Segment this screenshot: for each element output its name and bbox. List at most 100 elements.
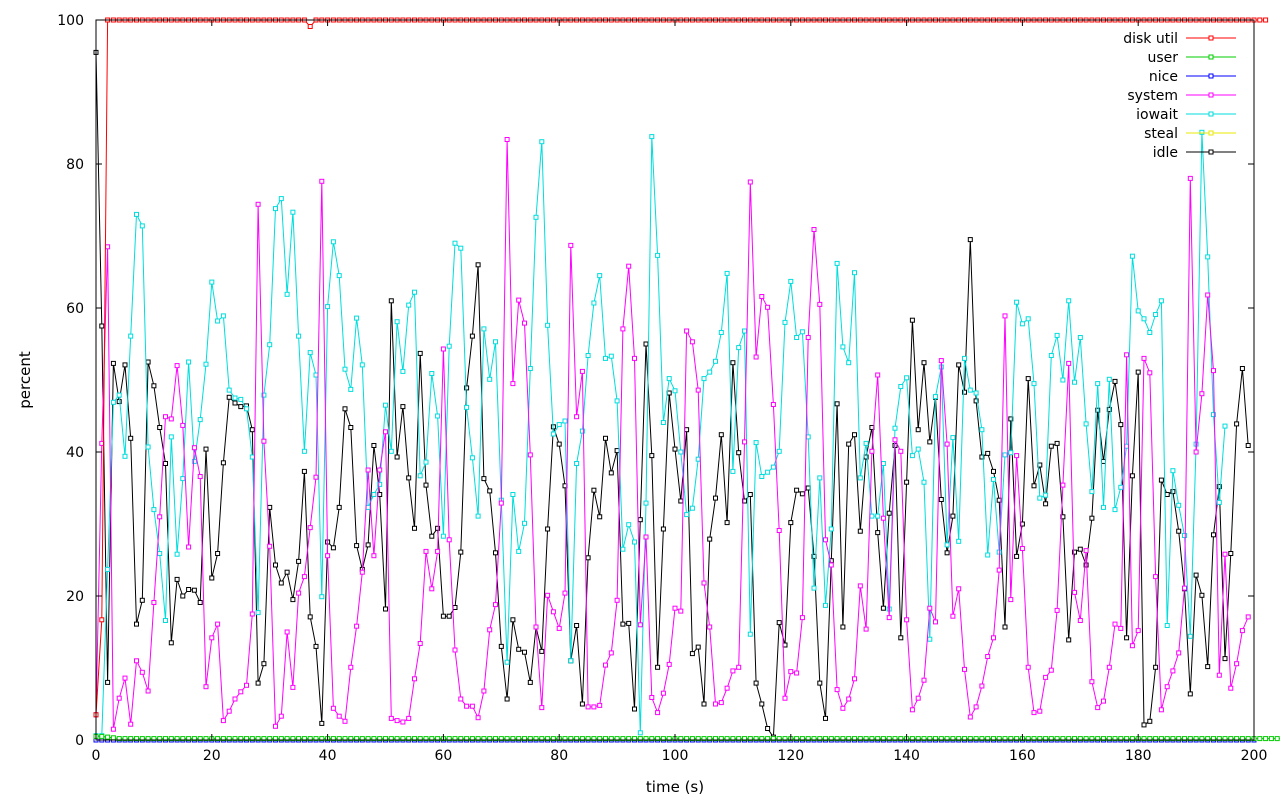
data-point-user bbox=[174, 736, 180, 742]
data-point-iowait bbox=[110, 399, 116, 405]
data-point-idle bbox=[684, 427, 690, 433]
data-point-user bbox=[1263, 736, 1269, 742]
data-point-system bbox=[1153, 574, 1159, 580]
data-point-idle bbox=[134, 621, 139, 627]
data-point-user bbox=[1118, 736, 1124, 742]
data-point-iowait bbox=[319, 594, 325, 600]
data-point-idle bbox=[1101, 458, 1106, 464]
data-point-system bbox=[886, 615, 892, 621]
data-point-idle bbox=[852, 432, 857, 438]
data-point-system bbox=[186, 544, 192, 550]
data-point-user bbox=[927, 736, 933, 742]
data-point-system bbox=[191, 445, 197, 451]
data-point-system bbox=[458, 696, 464, 702]
data-point-user bbox=[498, 736, 504, 742]
data-point-idle bbox=[440, 613, 446, 619]
data-point-user bbox=[863, 736, 869, 742]
data-point-system bbox=[273, 723, 278, 729]
data-point-user bbox=[191, 736, 197, 742]
data-point-iowait bbox=[1216, 499, 1222, 505]
data-point-idle bbox=[1060, 514, 1066, 520]
data-point-idle bbox=[967, 237, 973, 243]
data-point-iowait bbox=[394, 319, 400, 325]
data-point-iowait bbox=[828, 526, 834, 532]
data-point-iowait bbox=[770, 464, 776, 470]
data-point-system bbox=[1239, 628, 1245, 634]
data-point-iowait bbox=[794, 335, 800, 340]
data-point-idle bbox=[220, 460, 226, 466]
data-point-iowait bbox=[1106, 376, 1112, 382]
data-point-system bbox=[238, 689, 244, 695]
data-point-idle bbox=[458, 549, 464, 555]
data-point-system bbox=[1182, 585, 1187, 591]
series-system bbox=[93, 137, 1251, 732]
data-point-user bbox=[348, 736, 354, 742]
data-point-iowait bbox=[643, 500, 649, 506]
data-point-user bbox=[892, 736, 898, 742]
data-point-system bbox=[846, 696, 852, 702]
data-point-system bbox=[950, 613, 956, 619]
data-point-iowait bbox=[406, 302, 412, 308]
data-point-system bbox=[452, 647, 458, 653]
data-point-idle bbox=[238, 404, 244, 410]
data-point-idle bbox=[273, 562, 278, 568]
data-point-system bbox=[632, 355, 637, 361]
data-point-user bbox=[1083, 736, 1089, 742]
data-point-iowait bbox=[1176, 502, 1182, 508]
data-point-user bbox=[452, 736, 458, 742]
data-point-iowait bbox=[608, 353, 614, 359]
data-point-system bbox=[325, 553, 331, 559]
data-point-user bbox=[1095, 736, 1101, 742]
data-point-idle bbox=[145, 359, 151, 365]
data-point-system bbox=[1008, 597, 1014, 603]
data-point-idle bbox=[168, 640, 174, 646]
data-point-user bbox=[736, 736, 742, 742]
data-point-idle bbox=[139, 597, 145, 603]
data-point-iowait bbox=[180, 476, 186, 482]
data-point-idle bbox=[481, 476, 487, 482]
data-point-idle bbox=[301, 468, 307, 474]
data-point-system bbox=[938, 358, 944, 364]
data-point-iowait bbox=[713, 358, 718, 364]
data-point-idle bbox=[383, 606, 388, 612]
data-point-user bbox=[562, 736, 568, 742]
data-point-iowait bbox=[1054, 332, 1060, 338]
data-point-user bbox=[1043, 736, 1049, 742]
data-point-system bbox=[139, 669, 145, 675]
data-point-system bbox=[1216, 672, 1222, 678]
data-point-user bbox=[545, 736, 551, 742]
data-point-user bbox=[962, 736, 967, 742]
data-point-user bbox=[1257, 736, 1263, 742]
data-point-system bbox=[1060, 482, 1066, 488]
data-point-iowait bbox=[632, 539, 637, 545]
data-point-idle bbox=[672, 446, 678, 452]
data-point-user bbox=[718, 736, 724, 742]
data-point-system bbox=[991, 635, 996, 641]
data-point-iowait bbox=[834, 260, 840, 266]
data-point-user bbox=[435, 736, 441, 742]
data-point-iowait bbox=[464, 404, 470, 410]
data-point-system bbox=[1089, 679, 1095, 685]
data-point-iowait bbox=[1118, 484, 1124, 490]
data-point-system bbox=[672, 605, 678, 611]
data-point-system bbox=[979, 683, 985, 689]
data-point-system bbox=[1043, 674, 1049, 680]
data-point-system bbox=[747, 179, 753, 185]
data-point-system bbox=[232, 696, 238, 702]
data-point-iowait bbox=[1112, 507, 1118, 513]
data-point-idle bbox=[730, 360, 736, 366]
data-point-iowait bbox=[973, 390, 979, 396]
data-point-system bbox=[278, 713, 284, 719]
data-point-user bbox=[684, 736, 690, 742]
data-point-idle bbox=[412, 525, 417, 531]
data-point-idle bbox=[1112, 378, 1118, 384]
data-point-user bbox=[342, 736, 348, 742]
data-point-idle bbox=[99, 323, 105, 329]
x-tick-label: 120 bbox=[777, 748, 804, 764]
legend-marker-idle bbox=[1208, 149, 1214, 155]
data-point-iowait bbox=[788, 278, 794, 284]
data-point-user bbox=[938, 736, 944, 742]
data-point-iowait bbox=[278, 196, 284, 202]
data-point-iowait bbox=[400, 368, 406, 374]
